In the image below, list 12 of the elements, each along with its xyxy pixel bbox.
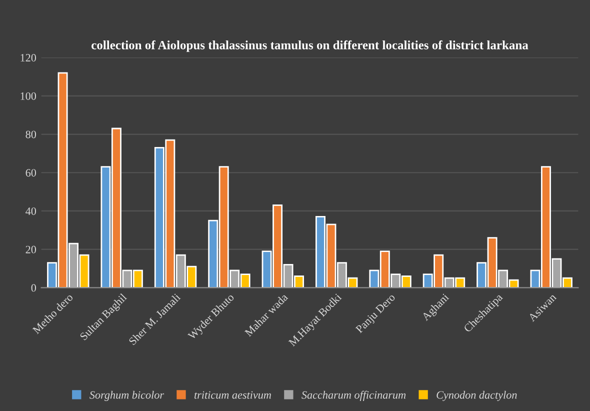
chart-title: collection of Aiolopus thalassinus tamulus on different localities of district larkana xyxy=(92,40,528,52)
legend-label: Sorghum bicolor xyxy=(90,390,164,401)
legend-label: Saccharum officinarum xyxy=(302,390,406,401)
y-tick-label: 20 xyxy=(26,246,36,254)
legend-label: Cynodon dactylon xyxy=(436,390,517,401)
y-tick-label: 80 xyxy=(26,130,36,138)
y-tick-label: 120 xyxy=(20,54,36,62)
y-tick-label: 100 xyxy=(20,92,36,100)
y-tick-label: 60 xyxy=(26,169,36,177)
legend-label: triticum aestivum xyxy=(194,391,271,399)
y-tick-label: 0 xyxy=(31,284,36,292)
y-tick-label: 40 xyxy=(26,207,36,215)
